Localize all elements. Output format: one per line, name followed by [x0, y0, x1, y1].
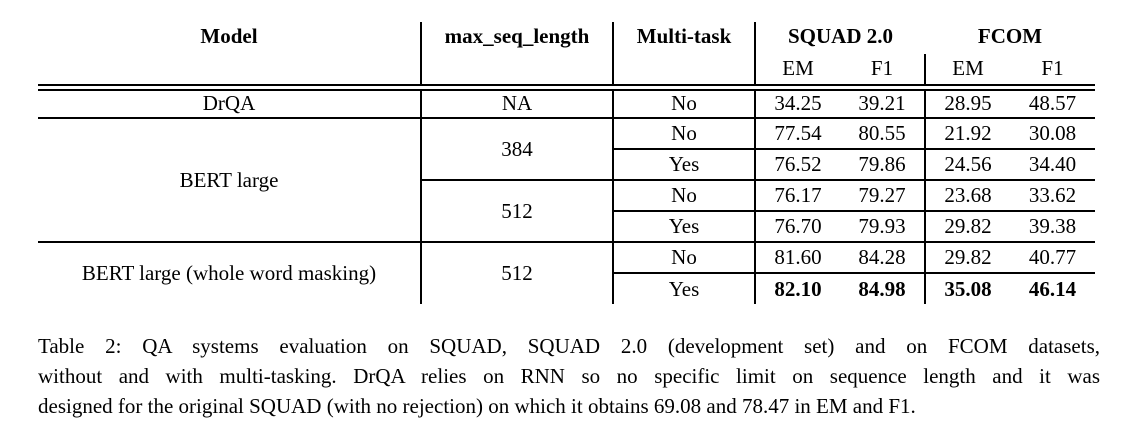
table-row-bertwwm-512-yes: Yes 82.10 84.98 35.08 46.14 [38, 273, 1095, 304]
cell-multi-task: No [613, 180, 756, 212]
cell-squad-em: 77.54 [755, 118, 840, 150]
cell-squad-em: 76.52 [755, 149, 840, 181]
header-squad-f1: F1 [840, 54, 925, 91]
header-row-metrics: EM F1 EM F1 [38, 54, 1095, 91]
cell-fcom-em: 35.08 [924, 273, 1010, 304]
results-table: Model max_seq_length Multi-task SQUAD 2.… [38, 22, 1095, 304]
caption-line: without and with multi-tasking. DrQA rel… [38, 364, 1100, 388]
cell-squad-f1: 79.93 [840, 211, 925, 243]
table-row-bert-512-no: 512 No 76.17 79.27 23.68 33.62 [38, 180, 1095, 243]
cell-squad-em: 82.10 [774, 276, 822, 301]
cell-fcom-em: 29.82 [924, 242, 1010, 274]
cell-fcom-em: 23.68 [924, 180, 1010, 212]
cell-squad-em: 81.60 [755, 242, 840, 274]
header-fcom-group: FCOM [977, 24, 1043, 48]
cell-fcom-em: 24.56 [924, 149, 1010, 181]
cell-squad-f1: 39.21 [840, 87, 925, 119]
table-caption: Table 2: QA systems evaluation on SQUAD,… [38, 331, 1100, 421]
cell-multi-task: No [613, 242, 756, 274]
cell-squad-em: 76.70 [755, 211, 840, 243]
cell-multi-task: No [613, 87, 756, 119]
cell-squad-em: 76.17 [755, 180, 840, 212]
cell-fcom-em: 29.82 [924, 211, 1010, 243]
cell-fcom-em: 21.92 [924, 118, 1010, 150]
cell-multi-task: Yes [613, 211, 756, 243]
cell-fcom-f1: 34.40 [1010, 149, 1095, 181]
header-model: Model [38, 22, 422, 91]
table-row-bertwwm-512-no: BERT large (whole word masking) 512 No 8… [38, 242, 1095, 304]
table-row-bert-384-no: BERT large 384 No 77.54 80.55 21.92 30.0… [38, 118, 1095, 243]
cell-squad-f1: 79.27 [840, 180, 925, 212]
cell-max-seq-length: 512 [421, 180, 614, 243]
table-row-bert-512-yes: Yes 76.70 79.93 29.82 39.38 [38, 211, 1095, 243]
cell-max-seq-length: NA [421, 87, 614, 119]
cell-model: BERT large [38, 118, 422, 243]
header-fcom-em: EM [924, 54, 1010, 91]
cell-squad-f1: 80.55 [840, 118, 925, 150]
cell-fcom-f1: 39.38 [1010, 211, 1095, 243]
caption-line: Table 2: QA systems evaluation on SQUAD,… [38, 334, 1100, 358]
cell-fcom-f1: 48.57 [1010, 87, 1095, 119]
header-squad-em: EM [755, 54, 840, 91]
cell-max-seq-length: 384 [421, 118, 614, 181]
cell-model: BERT large (whole word masking) [38, 242, 422, 304]
header-max-seq-length: max_seq_length [421, 22, 614, 91]
cell-squad-f1: 79.86 [840, 149, 925, 181]
header-squad-group: SQUAD 2.0 [787, 24, 893, 48]
cell-squad-f1: 84.98 [858, 276, 906, 301]
cell-multi-task: Yes [613, 149, 756, 181]
caption-line: designed for the original SQUAD (with no… [38, 394, 916, 418]
cell-fcom-f1: 30.08 [1010, 118, 1095, 150]
table-row-drqa: DrQA NA No 34.25 39.21 28.95 48.57 [38, 87, 1095, 119]
cell-fcom-f1: 40.77 [1010, 242, 1095, 274]
cell-multi-task: Yes [613, 273, 756, 304]
cell-fcom-f1: 46.14 [1028, 276, 1077, 301]
cell-fcom-f1: 33.62 [1010, 180, 1095, 212]
cell-squad-f1: 84.28 [840, 242, 925, 274]
header-fcom-f1: F1 [1010, 54, 1095, 91]
cell-fcom-em: 28.95 [924, 87, 1010, 119]
cell-squad-em: 34.25 [755, 87, 840, 119]
cell-model: DrQA [38, 87, 422, 119]
cell-multi-task: No [613, 118, 756, 150]
header-row-groups: Model max_seq_length Multi-task SQUAD 2.… [38, 22, 1095, 91]
header-multi-task: Multi-task [613, 22, 756, 91]
table-row-bert-384-yes: Yes 76.52 79.86 24.56 34.40 [38, 149, 1095, 181]
cell-max-seq-length: 512 [421, 242, 614, 304]
